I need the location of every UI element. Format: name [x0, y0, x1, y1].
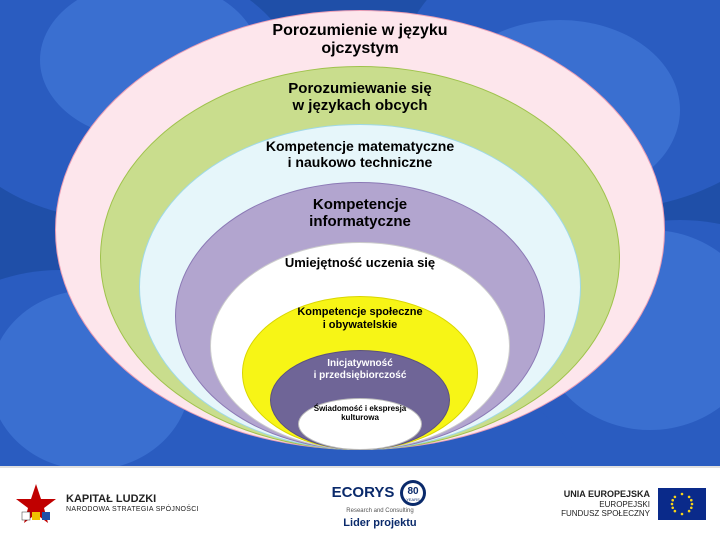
ring6-label: Kompetencje społeczne i obywatelskie — [297, 306, 422, 331]
lider-projektu: Lider projektu — [343, 517, 416, 530]
footer-bar: KAPITAŁ LUDZKI NARODOWA STRATEGIA SPÓJNO… — [0, 466, 720, 540]
ring7-label: Inicjatywność i przedsiębiorczość — [314, 358, 407, 381]
ring3-label: Kompetencje matematyczne i naukowo techn… — [266, 138, 454, 170]
ecorys-tagline: Research and Consulting — [346, 508, 413, 515]
svg-text:YEARS: YEARS — [407, 497, 421, 502]
ecorys-badge-icon: 80 YEARS — [398, 478, 428, 508]
ring1-label: Porozumienie w języku ojczystym — [272, 22, 447, 59]
eu-line3: FUNDUSZ SPOŁECZNY — [561, 509, 650, 519]
kapital-ludzki-logo — [14, 482, 58, 526]
footer-left-subtitle: NARODOWA STRATEGIA SPÓJNOŚCI — [66, 506, 199, 514]
ring4-label: Kompetencje informatyczne — [309, 196, 411, 231]
ecorys-brand: ECORYS — [332, 484, 395, 502]
eu-line2: EUROPEJSKI — [561, 500, 650, 510]
footer-left-title: KAPITAŁ LUDZKI — [66, 493, 199, 506]
svg-text:80: 80 — [408, 486, 420, 497]
ring5-label: Umiejętność uczenia się — [285, 256, 435, 271]
footer-left: KAPITAŁ LUDZKI NARODOWA STRATEGIA SPÓJNO… — [14, 482, 199, 526]
footer-center: ECORYS 80 YEARS Research and Consulting … — [332, 478, 429, 530]
ring2-label: Porozumiewanie się w językach obcych — [288, 80, 431, 115]
footer-right: UNIA EUROPEJSKA EUROPEJSKI FUNDUSZ SPOŁE… — [561, 488, 706, 520]
eu-line1: UNIA EUROPEJSKA — [561, 489, 650, 500]
ring8-label: Świadomość i ekspresja kulturowa — [314, 404, 407, 422]
eu-flag-icon — [658, 488, 706, 520]
